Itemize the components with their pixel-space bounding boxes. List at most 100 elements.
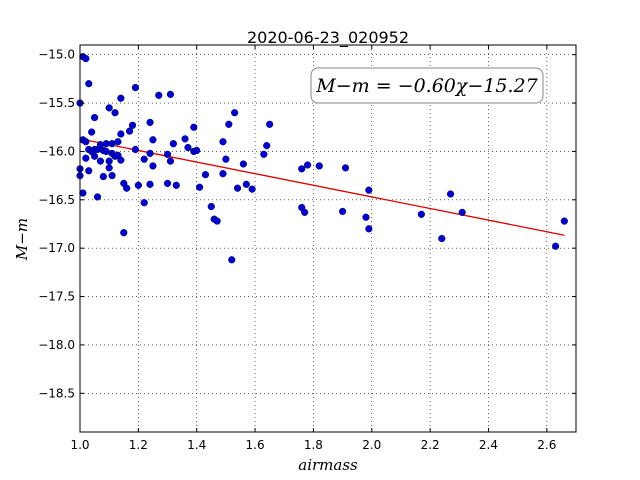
y-axis-label: M−m xyxy=(13,218,31,261)
data-point xyxy=(114,138,122,146)
y-tick-label: −15.5 xyxy=(38,96,75,110)
data-point xyxy=(88,128,96,136)
y-tick-label: −16.0 xyxy=(38,144,75,158)
data-point xyxy=(117,156,125,164)
data-point xyxy=(163,179,172,187)
data-point xyxy=(146,118,154,127)
data-point xyxy=(219,138,227,146)
data-point xyxy=(90,113,99,122)
data-point xyxy=(172,181,180,189)
data-point xyxy=(365,225,373,233)
data-point xyxy=(219,170,227,178)
x-axis-label: airmass xyxy=(298,456,358,474)
data-point xyxy=(438,234,446,243)
plot-frame xyxy=(79,44,577,433)
data-point xyxy=(79,189,87,197)
x-tick-label: 2.4 xyxy=(479,438,498,452)
data-point xyxy=(233,184,242,192)
data-point xyxy=(303,161,312,169)
data-point xyxy=(315,162,323,170)
data-point xyxy=(196,183,204,191)
data-point xyxy=(85,80,93,88)
data-point xyxy=(108,172,116,180)
x-tick-label: 2.6 xyxy=(537,438,556,452)
data-point xyxy=(560,217,568,225)
data-point xyxy=(248,185,256,193)
data-points-layer xyxy=(76,53,568,264)
data-point xyxy=(146,149,154,157)
data-point xyxy=(260,150,268,158)
data-point xyxy=(82,154,90,162)
data-point xyxy=(181,135,189,143)
data-point xyxy=(190,123,198,131)
data-point xyxy=(169,140,177,148)
data-point xyxy=(458,208,466,216)
data-point xyxy=(126,127,134,135)
data-point xyxy=(131,83,140,92)
data-point xyxy=(242,180,250,188)
data-point xyxy=(225,120,233,128)
data-point xyxy=(120,229,128,237)
x-tick-label: 1.4 xyxy=(187,438,206,452)
chart-title: 2020-06-23_020952 xyxy=(247,28,409,48)
data-point xyxy=(82,138,90,146)
y-tick-label: −15.0 xyxy=(38,48,75,62)
data-point xyxy=(266,120,274,128)
data-point xyxy=(301,208,309,216)
data-point xyxy=(117,130,125,138)
data-point xyxy=(184,143,192,152)
data-point xyxy=(201,171,210,179)
annotation-box xyxy=(310,67,544,104)
data-point xyxy=(105,157,113,165)
data-point xyxy=(298,165,306,173)
y-tick-label: −18.5 xyxy=(38,386,75,400)
fit-annotation: M−m = −0.60χ−15.27 xyxy=(310,67,544,104)
data-point xyxy=(338,207,347,216)
data-point xyxy=(263,142,271,150)
data-point xyxy=(228,256,236,264)
data-point xyxy=(446,190,455,198)
data-point xyxy=(85,167,93,175)
y-tick-label: −17.0 xyxy=(38,241,75,255)
data-point xyxy=(105,164,113,172)
x-tick-label: 2.0 xyxy=(362,438,381,452)
data-point xyxy=(239,160,247,168)
data-point xyxy=(166,90,175,98)
data-point xyxy=(193,146,201,155)
x-tick-label: 2.2 xyxy=(421,438,440,452)
data-point xyxy=(362,213,370,221)
data-point xyxy=(99,172,107,181)
data-point xyxy=(417,210,425,218)
data-point xyxy=(166,157,175,165)
data-point xyxy=(149,136,157,144)
data-point xyxy=(213,217,221,225)
fit-line xyxy=(79,138,565,236)
x-tick-label: 1.6 xyxy=(246,438,265,452)
data-point xyxy=(207,202,215,211)
data-point xyxy=(140,199,148,207)
y-tick-label: −16.5 xyxy=(38,193,75,207)
x-tick-label: 1.8 xyxy=(304,438,323,452)
data-point xyxy=(155,91,163,99)
data-point xyxy=(131,145,140,154)
x-tick-label: 1.0 xyxy=(70,438,89,452)
data-point xyxy=(105,104,113,112)
y-tick-label: −18.0 xyxy=(38,338,75,352)
data-point xyxy=(117,94,125,102)
data-point xyxy=(96,157,105,165)
data-point xyxy=(222,155,230,163)
data-point xyxy=(341,164,350,172)
data-point xyxy=(149,162,157,170)
fit-equation-label: M−m = −0.60χ−15.27 xyxy=(315,75,538,97)
data-point xyxy=(93,193,102,201)
data-point xyxy=(231,109,239,117)
data-point xyxy=(82,54,90,63)
y-tick-label: −17.5 xyxy=(38,290,75,304)
data-point xyxy=(365,186,373,194)
data-point xyxy=(163,150,172,158)
data-point xyxy=(140,155,148,163)
axis-ticks: 1.0 1.2 1.4 1.6 1.8 2.0 2.2 2.4 2.6 −15.0 −15.5 −16… xyxy=(38,45,576,452)
fit-line-layer xyxy=(79,138,565,236)
data-point xyxy=(134,181,142,189)
